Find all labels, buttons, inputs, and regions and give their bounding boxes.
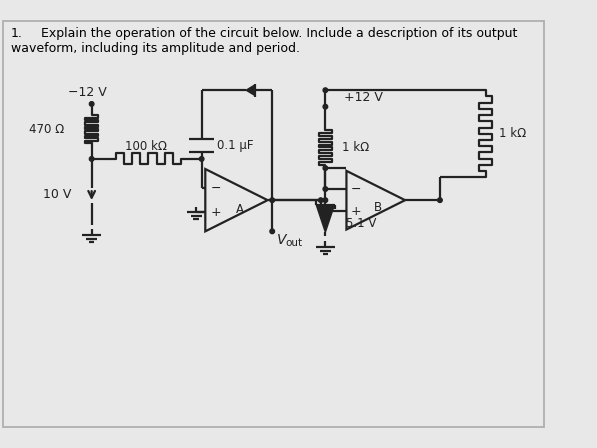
Text: −: −	[210, 182, 221, 195]
Circle shape	[270, 198, 275, 202]
Text: A: A	[236, 203, 244, 216]
Text: waveform, including its amplitude and period.: waveform, including its amplitude and pe…	[11, 42, 300, 55]
Text: −: −	[351, 182, 361, 195]
Text: 100 kΩ: 100 kΩ	[125, 140, 167, 153]
Circle shape	[323, 166, 328, 170]
Text: +: +	[351, 205, 361, 218]
Text: 10 V: 10 V	[43, 188, 72, 201]
Circle shape	[318, 198, 323, 202]
Text: +12 V: +12 V	[344, 91, 383, 104]
Text: 0.1 μF: 0.1 μF	[217, 139, 254, 152]
Text: 5.1 V: 5.1 V	[346, 216, 376, 229]
Text: 1.: 1.	[11, 27, 23, 40]
Text: −12 V: −12 V	[67, 86, 106, 99]
Text: Explain the operation of the circuit below. Include a description of its output: Explain the operation of the circuit bel…	[41, 27, 518, 40]
Text: 470 Ω: 470 Ω	[29, 123, 64, 136]
Circle shape	[270, 229, 275, 233]
Polygon shape	[246, 85, 256, 96]
Circle shape	[323, 198, 328, 202]
Text: $V$: $V$	[276, 233, 288, 247]
Text: out: out	[285, 238, 302, 248]
Text: 1 kΩ: 1 kΩ	[500, 127, 527, 140]
Circle shape	[90, 102, 94, 106]
Circle shape	[438, 198, 442, 202]
Circle shape	[199, 157, 204, 161]
Circle shape	[323, 88, 328, 92]
Text: 1 kΩ: 1 kΩ	[342, 141, 369, 154]
Circle shape	[323, 187, 328, 191]
Polygon shape	[316, 205, 334, 232]
Text: +: +	[210, 206, 221, 219]
Text: B: B	[374, 201, 381, 214]
Circle shape	[90, 157, 94, 161]
Circle shape	[323, 104, 328, 109]
